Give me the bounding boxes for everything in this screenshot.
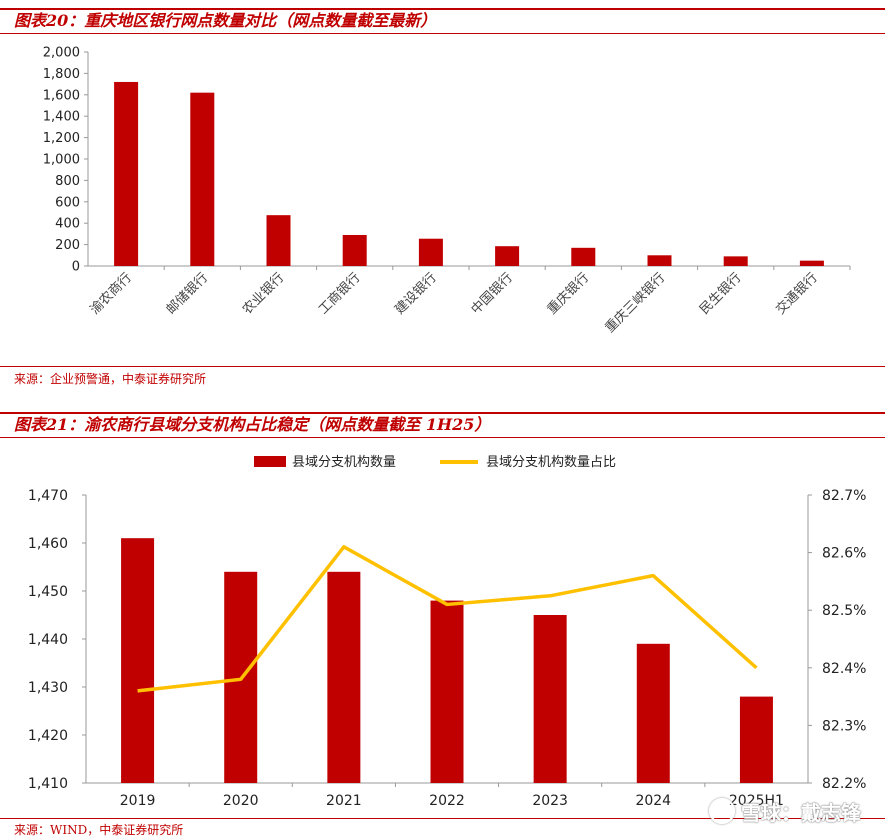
snowball-icon [709, 798, 735, 824]
x-tick-label: 工商银行 [316, 270, 363, 317]
county-branch-combo-chart: 县域分支机构数量 县域分支机构数量占比 1,410 1,420 1,430 1,440 1,… [28, 455, 867, 809]
x-tick-label: 2021 [326, 793, 362, 809]
watermark-text: 雪球：戴志锋 [741, 801, 861, 825]
bar [723, 256, 748, 266]
legend-bar-swatch [254, 456, 286, 467]
figure-21-source-rule [0, 818, 885, 819]
left-y-tick-label: 1,420 [28, 728, 68, 744]
y-tick-label: 200 [55, 238, 80, 253]
x-tick-label: 农业银行 [240, 270, 287, 317]
left-y-tick-label: 1,460 [28, 536, 68, 552]
bar [495, 246, 520, 266]
left-y-tick-label: 1,450 [28, 584, 68, 600]
x-tick-label: 2025H1 [729, 793, 784, 809]
figure-20-source: 来源：企业预警通，中泰证券研究所 [14, 372, 207, 386]
y-tick-label: 1,200 [43, 131, 80, 146]
x-tick-label: 渝农商行 [87, 270, 135, 318]
x-tick-label: 建设银行 [392, 270, 439, 317]
bar [636, 643, 670, 783]
bar [342, 234, 367, 266]
y-tick-label: 1,800 [43, 67, 80, 82]
left-y-tick-label: 1,430 [28, 680, 68, 696]
x-tick-label: 重庆银行 [544, 270, 592, 318]
y-tick-label: 600 [55, 195, 80, 210]
y-tick-label: 2,000 [43, 46, 80, 61]
figure-20-source-rule [0, 366, 885, 367]
x-tick-label: 2020 [223, 793, 259, 809]
right-y-tick-label: 82.2% [822, 776, 866, 792]
x-tick-label: 2024 [635, 793, 671, 809]
figure-21-title: 图表21：渝农商行县域分支机构占比稳定（网点数量截至 1H25） [0, 412, 885, 438]
y-tick-label: 1,600 [43, 88, 80, 103]
left-y-tick-label: 1,410 [28, 776, 68, 792]
right-y-tick-label: 82.4% [822, 661, 866, 677]
y-tick-label: 800 [55, 174, 80, 189]
x-tick-label: 2023 [532, 793, 568, 809]
y-tick-label: 400 [55, 217, 80, 232]
figure-20-title: 图表20：重庆地区银行网点数量对比（网点数量截至最新） [0, 8, 885, 34]
ratio-line [137, 545, 758, 693]
x-tick-label: 重庆三峡银行 [602, 270, 668, 336]
bar [799, 260, 824, 266]
x-tick-label: 民生银行 [697, 270, 744, 317]
y-tick-label: 1,400 [43, 110, 80, 125]
legend-line-label: 县域分支机构数量占比 [486, 455, 616, 470]
y-tick-label: 0 [72, 260, 80, 275]
y-tick-label: 1,000 [43, 153, 80, 168]
bar [266, 215, 291, 266]
right-y-tick-label: 82.3% [822, 718, 866, 734]
x-tick-label: 中国银行 [469, 270, 516, 317]
bar [571, 247, 596, 266]
legend-bar-label: 县域分支机构数量 [292, 455, 396, 470]
bar [430, 600, 464, 783]
left-y-tick-label: 1,440 [28, 632, 68, 648]
right-y-tick-label: 82.5% [822, 603, 866, 619]
right-y-tick-label: 82.7% [822, 488, 866, 504]
x-tick-label: 交通银行 [773, 270, 821, 318]
bar [647, 255, 672, 266]
branch-count-bar-chart: 0 200 400 600 800 1,000 1,200 1,400 1,600 1,800 2,… [43, 46, 851, 336]
bar [418, 238, 443, 266]
bar [533, 615, 567, 783]
bar [327, 571, 361, 783]
left-y-tick-label: 1,470 [28, 488, 68, 504]
bar [121, 538, 155, 783]
x-tick-label: 2022 [429, 793, 465, 809]
bar [739, 696, 773, 783]
x-tick-label: 邮储银行 [164, 270, 211, 317]
bar [114, 81, 139, 267]
x-tick-label: 2019 [120, 793, 156, 809]
watermark: 雪球：戴志锋 [709, 797, 861, 826]
right-y-tick-label: 82.6% [822, 546, 866, 562]
figure-21-source: 来源：WIND，中泰证券研究所 [14, 823, 184, 837]
bar [190, 92, 215, 266]
